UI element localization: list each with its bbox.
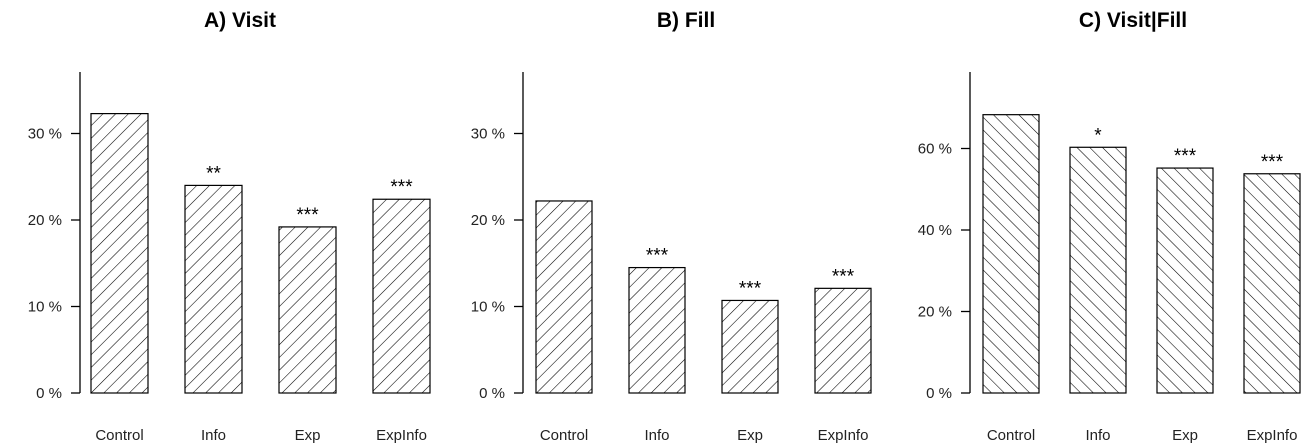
bar-exp <box>1156 167 1214 394</box>
bar-info <box>628 266 686 394</box>
panel-title: B) Fill <box>657 9 715 32</box>
category-label: ExpInfo <box>1247 427 1298 444</box>
bar-expinfo <box>1243 173 1301 394</box>
significance-marker: *** <box>1261 152 1284 173</box>
category-label: Exp <box>1172 427 1198 444</box>
y-tick-label: 40 % <box>918 222 952 239</box>
category-label: Info <box>644 427 669 444</box>
chart-panel-1: A) Visit 0 % 10 % 20 % 30 % Control Info ** Exp *… <box>28 9 431 444</box>
bar-exp <box>721 299 779 394</box>
bar-expinfo <box>372 198 431 394</box>
category-label: Exp <box>737 427 763 444</box>
y-tick-label: 60 % <box>918 141 952 158</box>
category-label: Exp <box>295 427 321 444</box>
category-label: Control <box>987 427 1035 444</box>
category-label: Info <box>1085 427 1110 444</box>
chart-panel-3: C) Visit|Fill 0 % 20 % 40 % 60 % Control Info *… <box>918 9 1301 444</box>
bar-control <box>90 113 149 394</box>
category-label: Control <box>540 427 588 444</box>
significance-marker: *** <box>296 205 319 226</box>
significance-marker: *** <box>646 246 669 267</box>
category-label: Info <box>201 427 226 444</box>
y-tick-label: 10 % <box>471 299 505 316</box>
y-tick-label: 20 % <box>28 212 62 229</box>
bar-info <box>1069 146 1127 394</box>
panel-title: C) Visit|Fill <box>1079 9 1187 32</box>
significance-marker: *** <box>1174 146 1197 167</box>
bar-control <box>535 200 593 394</box>
significance-marker: *** <box>739 278 762 299</box>
y-tick-label: 0 % <box>926 385 952 402</box>
significance-marker: *** <box>390 177 413 198</box>
bar-expinfo <box>814 287 872 394</box>
y-tick-label: 0 % <box>479 385 505 402</box>
y-tick-label: 20 % <box>471 212 505 229</box>
y-tick-label: 20 % <box>918 304 952 321</box>
y-tick-label: 10 % <box>28 299 62 316</box>
y-tick-label: 0 % <box>36 385 62 402</box>
significance-marker: ** <box>206 163 221 184</box>
category-label: Control <box>95 427 143 444</box>
category-label: ExpInfo <box>376 427 427 444</box>
significance-marker: *** <box>832 266 855 287</box>
category-label: ExpInfo <box>818 427 869 444</box>
bar-info <box>184 184 243 394</box>
y-tick-label: 30 % <box>471 126 505 143</box>
chart-panel-2: B) Fill 0 % 10 % 20 % 30 % Control Info *** Exp *… <box>471 9 872 444</box>
panel-title: A) Visit <box>204 9 276 32</box>
bar-exp <box>278 226 337 394</box>
bar-control <box>982 114 1040 394</box>
y-tick-label: 30 % <box>28 126 62 143</box>
significance-marker: * <box>1094 125 1102 146</box>
